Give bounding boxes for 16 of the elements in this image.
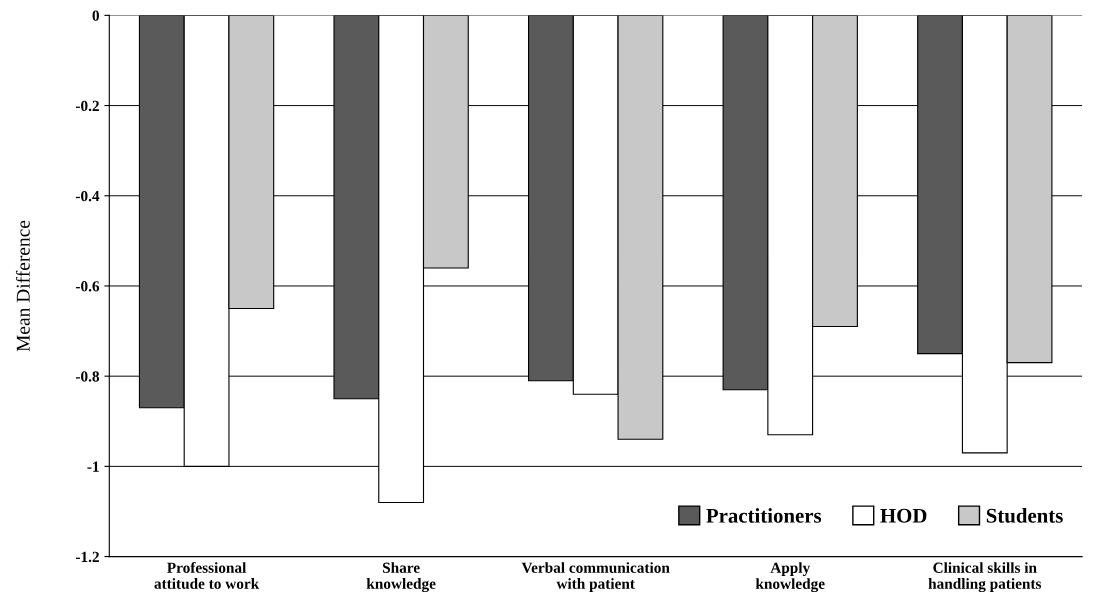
y-axis-title: Mean Difference [15,220,30,352]
x-tick-label: Verbal communication with patient [521,562,670,592]
y-tick-label: -1 [87,461,99,472]
y-tick-label: -0.2 [75,100,99,112]
legend-label: Students [986,508,1063,523]
x-tick-label: Clinical skills in handling patients [928,562,1042,593]
y-tick-label: 0 [92,10,99,21]
y-tick-label: -1.2 [75,551,99,563]
x-tick-label: Professional attitude to work [154,561,260,589]
y-tick-label: -0.8 [75,371,100,382]
y-tick-label: -0.6 [75,281,100,292]
x-tick-label: Apply knowledge [755,562,825,593]
x-tick-label: Share knowledge [366,562,436,593]
y-tick-label: -0.4 [75,190,100,202]
legend-label: Practitioners [706,508,822,523]
legend-label: HOD [880,508,927,523]
